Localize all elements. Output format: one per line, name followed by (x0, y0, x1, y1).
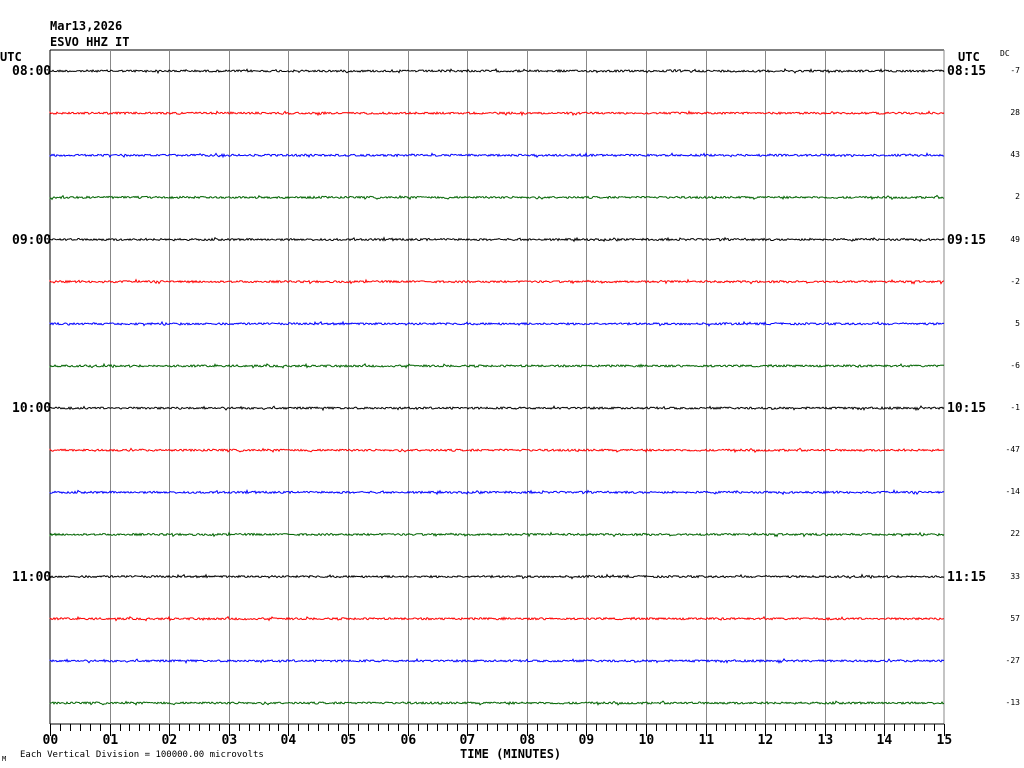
seismic-trace (49, 405, 945, 412)
seismic-trace (49, 236, 945, 243)
x-tick-label: 02 (161, 733, 178, 748)
x-tick-label: 11 (698, 733, 715, 748)
x-tick-label: 08 (519, 733, 536, 748)
x-tick-label: 15 (936, 733, 953, 748)
x-tick-label: 12 (757, 733, 774, 748)
x-tick-label: 07 (459, 733, 476, 748)
left-time-label: 10:00 (12, 401, 52, 417)
dc-value: 49 (1010, 234, 1020, 244)
left-time-label: 11:00 (12, 569, 52, 585)
seismic-trace (49, 320, 945, 327)
footer-mark: M (2, 755, 7, 763)
seismic-trace (49, 573, 945, 580)
footer-scale-note: Each Vertical Division = 100000.00 micro… (20, 750, 264, 760)
x-tick-label: 03 (221, 733, 238, 748)
dc-value: -13 (1005, 698, 1020, 707)
x-tick-label: 05 (340, 733, 357, 748)
dc-value: 43 (1010, 150, 1020, 160)
x-tick-label: 14 (876, 733, 893, 748)
dc-value: -27 (1005, 655, 1020, 665)
left-time-label: 09:00 (12, 232, 52, 248)
x-tick-label: 01 (102, 733, 119, 748)
chart-title: Mar13,2026 (50, 19, 123, 33)
seismic-trace (49, 110, 945, 117)
right-time-label: 08:15 (947, 64, 987, 79)
x-tick-label: 00 (42, 733, 59, 748)
dc-value: 2 (1015, 192, 1020, 202)
x-tick-label: 10 (638, 733, 655, 748)
x-tick-label: 06 (400, 733, 417, 748)
seismic-trace (49, 488, 945, 496)
dc-value: -47 (1005, 445, 1020, 455)
seismic-trace (49, 67, 945, 75)
dc-value: 33 (1010, 571, 1020, 581)
dc-value: -6 (1010, 360, 1020, 370)
right-time-label: 11:15 (947, 569, 987, 585)
seismic-trace (49, 278, 945, 285)
dc-label: DC (1000, 49, 1010, 58)
seismic-trace (49, 531, 945, 538)
x-tick-label: 13 (817, 733, 834, 748)
dc-value: 22 (1010, 529, 1020, 539)
dc-value: -1 (1010, 403, 1020, 413)
x-axis-label: TIME (MINUTES) (460, 747, 562, 761)
seismic-trace (49, 615, 944, 622)
dc-value: -7 (1010, 66, 1020, 75)
dc-value: -14 (1005, 487, 1020, 497)
right-time-label: 10:15 (947, 401, 987, 417)
right-utc-label: UTC (958, 50, 980, 64)
seismic-trace (49, 151, 945, 159)
seismic-trace (49, 194, 945, 201)
seismic-trace (49, 362, 945, 369)
dc-value: -2 (1010, 276, 1020, 286)
chart-subtitle: ESVO HHZ IT (50, 35, 130, 49)
dc-value: 28 (1010, 108, 1020, 118)
dc-value: 5 (1015, 318, 1020, 328)
right-time-label: 09:15 (947, 232, 987, 248)
dc-value: 57 (1010, 613, 1020, 623)
seismic-trace (49, 657, 945, 665)
seismic-trace (49, 447, 945, 454)
seismic-trace (49, 700, 945, 706)
x-tick-label: 04 (280, 733, 297, 748)
left-utc-label: UTC (0, 50, 22, 64)
x-tick-label: 09 (578, 733, 595, 748)
left-time-label: 08:00 (12, 64, 52, 79)
